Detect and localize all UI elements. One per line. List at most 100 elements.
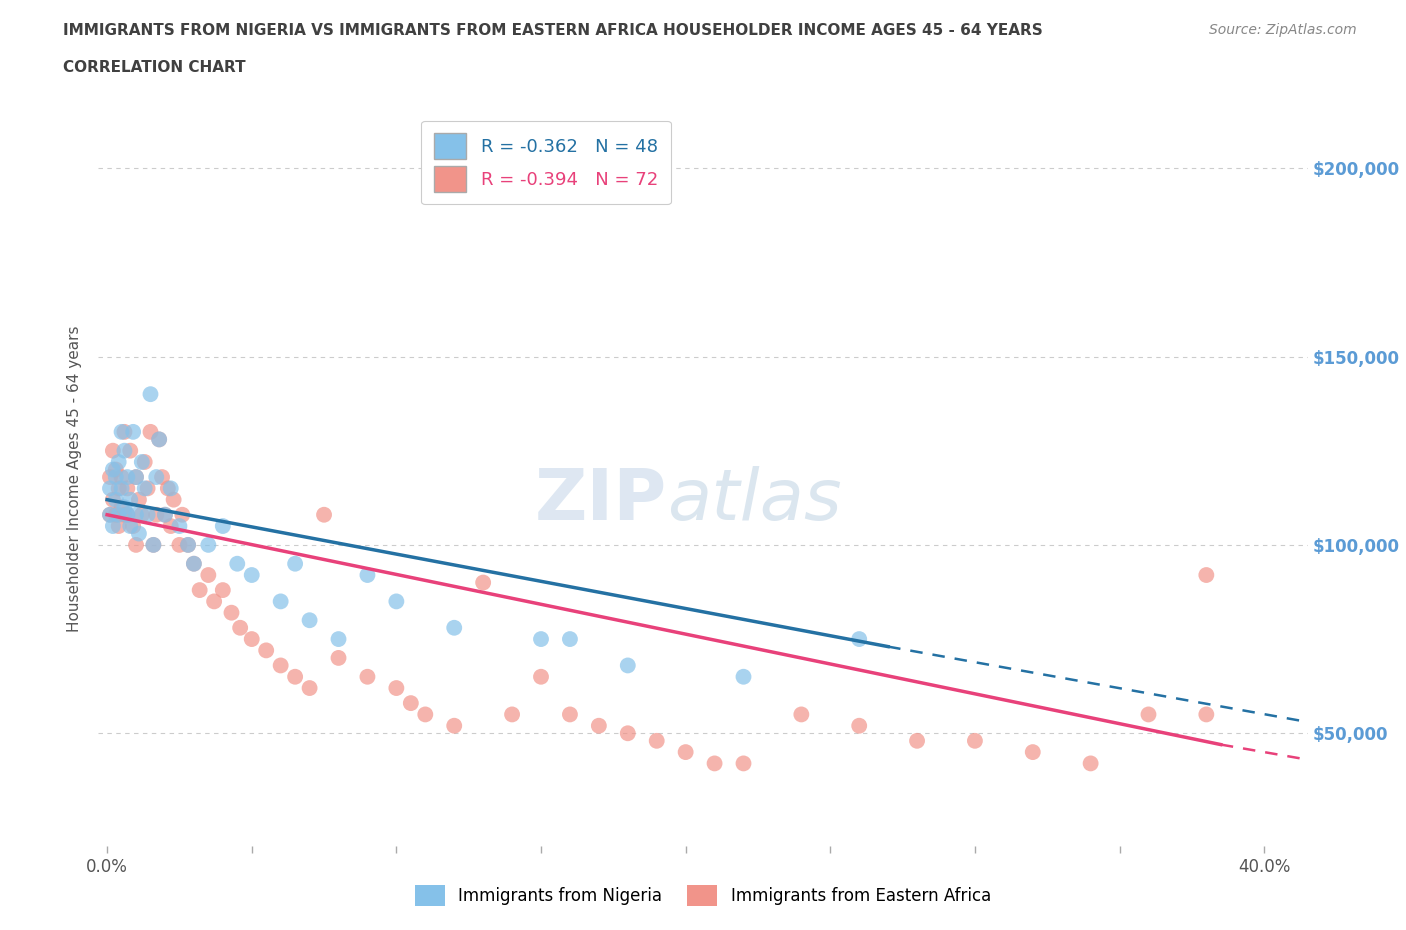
- Point: [848, 718, 870, 733]
- Point: [122, 519, 145, 534]
- Point: [197, 538, 219, 552]
- Point: [114, 444, 136, 458]
- Point: [159, 519, 181, 534]
- Point: [399, 696, 422, 711]
- Point: [443, 620, 465, 635]
- Point: [733, 670, 755, 684]
- Point: [202, 594, 225, 609]
- Point: [848, 631, 870, 646]
- Point: [131, 507, 153, 522]
- Point: [153, 507, 176, 522]
- Point: [385, 594, 408, 609]
- Point: [675, 745, 697, 760]
- Point: [183, 556, 205, 571]
- Point: [101, 444, 124, 458]
- Point: [177, 538, 200, 552]
- Point: [172, 507, 194, 522]
- Point: [104, 507, 127, 522]
- Point: [110, 470, 132, 485]
- Point: [284, 556, 307, 571]
- Point: [211, 519, 233, 534]
- Point: [98, 470, 121, 485]
- Point: [136, 481, 159, 496]
- Y-axis label: Householder Income Ages 45 - 64 years: Householder Income Ages 45 - 64 years: [67, 326, 83, 632]
- Point: [110, 499, 132, 514]
- Point: [413, 707, 436, 722]
- Point: [385, 681, 408, 696]
- Point: [104, 470, 127, 485]
- Point: [645, 734, 668, 749]
- Point: [117, 481, 139, 496]
- Point: [197, 567, 219, 582]
- Text: CORRELATION CHART: CORRELATION CHART: [63, 60, 246, 75]
- Point: [169, 519, 191, 534]
- Point: [114, 507, 136, 522]
- Point: [159, 481, 181, 496]
- Point: [125, 538, 148, 552]
- Point: [1137, 707, 1160, 722]
- Point: [356, 670, 378, 684]
- Point: [284, 670, 307, 684]
- Point: [98, 481, 121, 496]
- Point: [229, 620, 252, 635]
- Point: [107, 481, 129, 496]
- Point: [101, 519, 124, 534]
- Point: [530, 670, 553, 684]
- Point: [298, 613, 321, 628]
- Point: [145, 470, 167, 485]
- Point: [963, 734, 986, 749]
- Point: [240, 631, 263, 646]
- Point: [156, 481, 179, 496]
- Text: ZIP: ZIP: [534, 467, 666, 536]
- Point: [117, 470, 139, 485]
- Point: [1022, 745, 1045, 760]
- Point: [136, 507, 159, 522]
- Point: [101, 492, 124, 507]
- Point: [125, 470, 148, 485]
- Point: [150, 470, 173, 485]
- Point: [1195, 707, 1218, 722]
- Point: [298, 681, 321, 696]
- Point: [905, 734, 928, 749]
- Text: Source: ZipAtlas.com: Source: ZipAtlas.com: [1209, 23, 1357, 37]
- Point: [125, 470, 148, 485]
- Point: [588, 718, 610, 733]
- Point: [221, 605, 243, 620]
- Point: [617, 725, 640, 740]
- Point: [733, 756, 755, 771]
- Point: [114, 499, 136, 514]
- Point: [703, 756, 725, 771]
- Point: [104, 492, 127, 507]
- Point: [1195, 567, 1218, 582]
- Point: [142, 538, 165, 552]
- Text: atlas: atlas: [666, 467, 841, 536]
- Point: [98, 507, 121, 522]
- Point: [145, 507, 167, 522]
- Point: [226, 556, 249, 571]
- Point: [120, 492, 142, 507]
- Point: [134, 455, 156, 470]
- Point: [188, 583, 211, 598]
- Point: [501, 707, 523, 722]
- Point: [134, 481, 156, 496]
- Point: [472, 575, 495, 590]
- Point: [162, 492, 184, 507]
- Point: [356, 567, 378, 582]
- Point: [142, 538, 165, 552]
- Point: [183, 556, 205, 571]
- Point: [101, 462, 124, 477]
- Point: [558, 631, 581, 646]
- Point: [110, 424, 132, 439]
- Point: [117, 507, 139, 522]
- Point: [107, 507, 129, 522]
- Point: [104, 462, 127, 477]
- Point: [107, 519, 129, 534]
- Point: [148, 432, 170, 446]
- Point: [328, 631, 350, 646]
- Point: [328, 650, 350, 665]
- Point: [270, 658, 292, 673]
- Point: [530, 631, 553, 646]
- Point: [131, 455, 153, 470]
- Point: [110, 481, 132, 496]
- Point: [122, 424, 145, 439]
